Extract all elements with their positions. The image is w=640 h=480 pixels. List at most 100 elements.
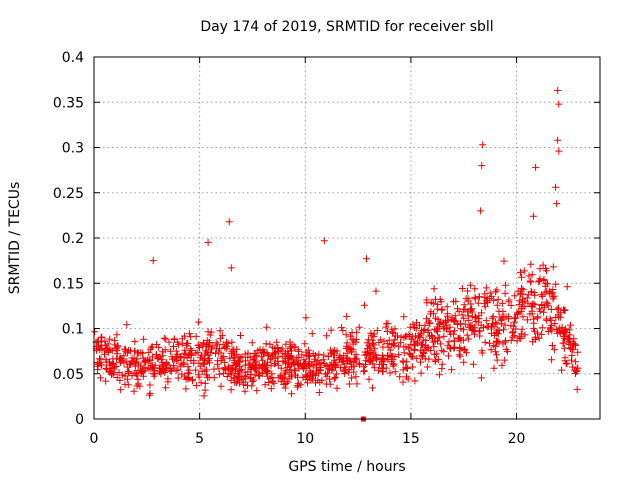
data-point: [457, 325, 465, 333]
data-point: [311, 355, 318, 363]
data-point: [443, 325, 451, 333]
data-point: [300, 356, 308, 364]
data-point: [523, 294, 531, 302]
data-point: [478, 349, 486, 357]
y-tick-label: 0.15: [53, 276, 84, 292]
data-point: [479, 141, 487, 149]
data-point: [222, 366, 230, 374]
data-point: [137, 366, 145, 374]
data-point: [554, 311, 562, 319]
x-axis-label: GPS time / hours: [288, 459, 405, 475]
data-point: [573, 385, 581, 393]
data-point: [410, 337, 418, 345]
data-point: [130, 387, 138, 395]
data-point: [146, 356, 154, 364]
data-point: [316, 378, 324, 386]
data-point: [472, 318, 480, 326]
data-point: [162, 335, 170, 343]
data-point: [271, 359, 279, 367]
data-point: [266, 355, 274, 363]
data-point: [307, 376, 315, 384]
data-point: [569, 363, 577, 371]
data-point: [526, 277, 534, 285]
data-point: [409, 363, 416, 371]
data-point: [414, 339, 421, 347]
data-point: [158, 365, 166, 373]
data-point: [363, 255, 370, 263]
data-point: [572, 370, 579, 377]
data-point: [555, 147, 563, 155]
data-point: [388, 352, 396, 360]
data-point: [216, 327, 224, 335]
data-point: [471, 295, 479, 303]
data-point: [335, 354, 343, 362]
x-tick-label: 10: [296, 431, 314, 447]
data-point: [317, 359, 325, 367]
data-point: [126, 361, 134, 368]
data-point: [434, 337, 441, 345]
data-point: [438, 360, 446, 368]
data-point: [455, 351, 463, 359]
data-point: [218, 332, 226, 340]
data-point: [572, 358, 580, 366]
data-point: [458, 285, 466, 292]
data-point: [531, 327, 538, 335]
data-point: [559, 339, 567, 347]
data-point: [306, 373, 314, 381]
data-point: [106, 335, 114, 343]
data-point: [315, 389, 323, 396]
data-point: [574, 364, 582, 372]
data-point: [424, 326, 432, 334]
data-point: [320, 360, 328, 368]
data-point: [555, 100, 563, 108]
data-point: [477, 207, 485, 215]
data-point: [380, 354, 387, 362]
data-point: [435, 371, 443, 379]
data-point: [352, 373, 360, 381]
data-point: [517, 268, 524, 276]
data-point: [262, 340, 270, 348]
data-point: [386, 369, 394, 377]
data-point: [482, 317, 490, 325]
data-point: [189, 377, 196, 385]
data-point: [267, 362, 275, 370]
data-point: [309, 350, 317, 358]
y-tick-label: 0.4: [62, 50, 84, 66]
data-point: [160, 334, 168, 342]
data-point: [220, 353, 228, 360]
data-point: [536, 307, 544, 315]
data-point: [562, 359, 570, 367]
data-point: [391, 336, 399, 344]
data-point: [402, 363, 410, 371]
data-point: [493, 286, 501, 294]
data-point: [574, 348, 582, 356]
data-point: [389, 328, 397, 336]
data-point: [373, 327, 381, 334]
data-point: [532, 163, 540, 171]
data-point: [452, 297, 460, 305]
data-point: [386, 346, 394, 354]
data-point: [279, 358, 287, 366]
data-point: [166, 347, 174, 355]
data-point: [517, 307, 525, 315]
data-point: [492, 288, 500, 296]
data-point: [364, 345, 372, 352]
data-point: [164, 361, 172, 369]
data-point: [140, 335, 148, 343]
data-point: [227, 264, 235, 272]
data-point: [263, 369, 270, 377]
data-point: [390, 340, 397, 348]
data-point: [549, 263, 557, 271]
data-point: [225, 218, 233, 226]
data-point: [165, 338, 173, 346]
data-point: [124, 367, 132, 375]
data-point: [96, 355, 103, 363]
data-point: [323, 372, 331, 380]
data-point: [301, 340, 309, 348]
data-point: [112, 345, 120, 353]
data-point: [219, 341, 227, 349]
data-point: [287, 373, 295, 381]
data-point: [199, 360, 207, 367]
data-point: [411, 377, 419, 385]
data-point: [217, 357, 225, 364]
